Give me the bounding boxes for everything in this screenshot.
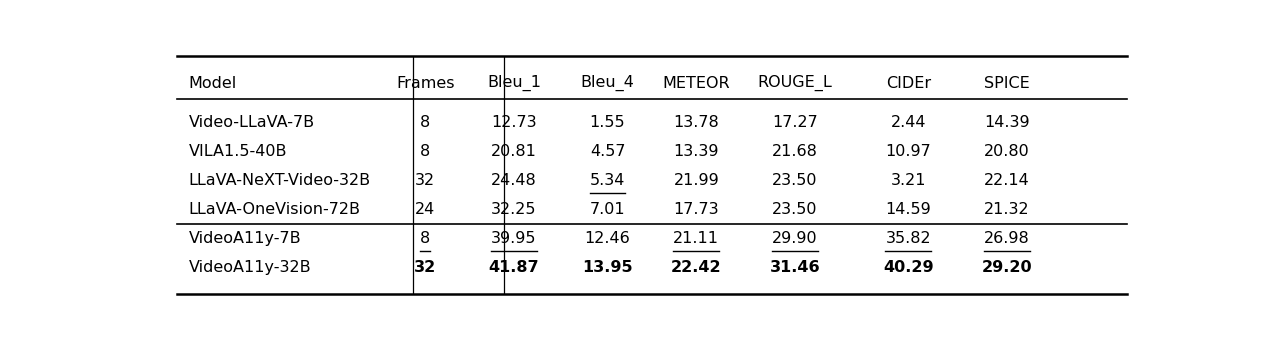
Text: 14.39: 14.39	[985, 115, 1029, 130]
Text: 29.90: 29.90	[772, 231, 818, 246]
Text: 8: 8	[420, 231, 430, 246]
Text: 3.21: 3.21	[890, 173, 926, 188]
Text: 32: 32	[415, 260, 436, 275]
Text: 24: 24	[415, 202, 435, 217]
Text: 14.59: 14.59	[885, 202, 931, 217]
Text: 2.44: 2.44	[890, 115, 926, 130]
Text: 13.39: 13.39	[673, 144, 719, 159]
Text: 21.99: 21.99	[673, 173, 719, 188]
Text: 7.01: 7.01	[590, 202, 626, 217]
Text: 13.78: 13.78	[673, 115, 719, 130]
Text: 8: 8	[420, 144, 430, 159]
Text: 39.95: 39.95	[491, 231, 537, 246]
Text: 21.11: 21.11	[673, 231, 719, 246]
Text: VILA1.5-40B: VILA1.5-40B	[188, 144, 287, 159]
Text: ROUGE_L: ROUGE_L	[757, 75, 832, 91]
Text: 29.20: 29.20	[982, 260, 1032, 275]
Text: 35.82: 35.82	[885, 231, 931, 246]
Text: 26.98: 26.98	[985, 231, 1029, 246]
Text: 4.57: 4.57	[590, 144, 626, 159]
Text: 31.46: 31.46	[770, 260, 820, 275]
Text: Frames: Frames	[396, 76, 454, 91]
Text: 12.46: 12.46	[585, 231, 631, 246]
Text: 23.50: 23.50	[772, 202, 818, 217]
Text: VideoA11y-7B: VideoA11y-7B	[188, 231, 301, 246]
Text: 17.27: 17.27	[772, 115, 818, 130]
Text: 40.29: 40.29	[883, 260, 934, 275]
Text: 32.25: 32.25	[491, 202, 537, 217]
Text: Video-LLaVA-7B: Video-LLaVA-7B	[188, 115, 314, 130]
Text: 41.87: 41.87	[488, 260, 539, 275]
Text: 8: 8	[420, 115, 430, 130]
Text: 20.80: 20.80	[985, 144, 1029, 159]
Text: Bleu_4: Bleu_4	[580, 75, 635, 91]
Text: 17.73: 17.73	[673, 202, 719, 217]
Text: 10.97: 10.97	[885, 144, 931, 159]
Text: Model: Model	[188, 76, 237, 91]
Text: 22.42: 22.42	[670, 260, 721, 275]
Text: LLaVA-OneVision-72B: LLaVA-OneVision-72B	[188, 202, 360, 217]
Text: 21.68: 21.68	[772, 144, 818, 159]
Text: 20.81: 20.81	[491, 144, 537, 159]
Text: 32: 32	[415, 173, 435, 188]
Text: VideoA11y-32B: VideoA11y-32B	[188, 260, 312, 275]
Text: 23.50: 23.50	[772, 173, 818, 188]
Text: 21.32: 21.32	[985, 202, 1029, 217]
Text: 24.48: 24.48	[491, 173, 537, 188]
Text: 5.34: 5.34	[590, 173, 626, 188]
Text: CIDEr: CIDEr	[885, 76, 931, 91]
Text: 13.95: 13.95	[583, 260, 633, 275]
Text: Bleu_1: Bleu_1	[487, 75, 541, 91]
Text: LLaVA-NeXT-Video-32B: LLaVA-NeXT-Video-32B	[188, 173, 370, 188]
Text: 12.73: 12.73	[491, 115, 537, 130]
Text: METEOR: METEOR	[663, 76, 730, 91]
Text: SPICE: SPICE	[985, 76, 1029, 91]
Text: 22.14: 22.14	[985, 173, 1029, 188]
Text: 1.55: 1.55	[590, 115, 626, 130]
